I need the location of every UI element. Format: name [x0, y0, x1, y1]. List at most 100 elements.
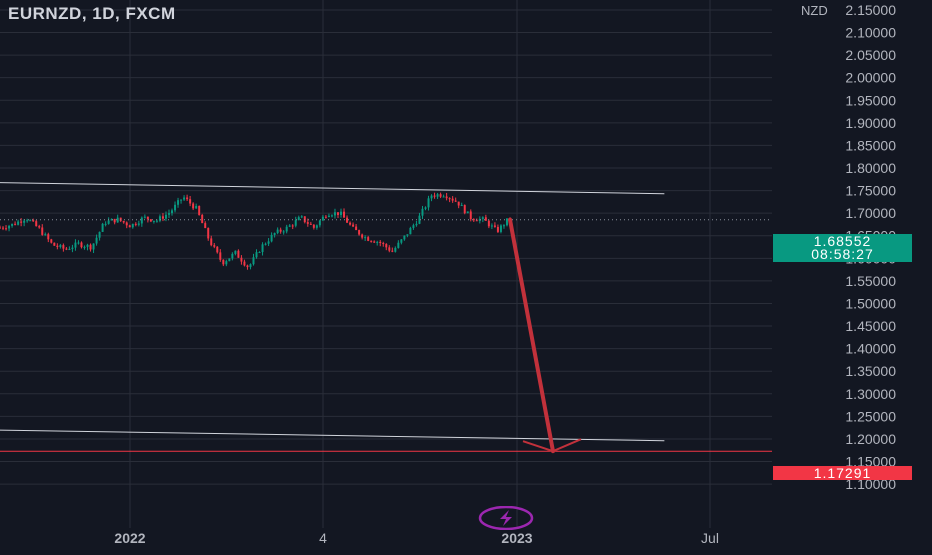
candle-body	[309, 223, 312, 225]
candle-body	[403, 235, 406, 240]
candle-body	[59, 245, 62, 247]
last-price-tag: 1.68552 08:58:27	[773, 234, 912, 262]
candle-body	[92, 243, 95, 250]
candle-body	[445, 196, 448, 199]
candle-body	[219, 252, 222, 260]
candle-body	[44, 234, 47, 236]
candle-body	[225, 261, 228, 265]
candle-body	[490, 225, 493, 227]
candle-body	[164, 214, 167, 219]
candle-body	[478, 218, 481, 221]
price-axis: 2.15000 2.10000 2.05000 2.00000 1.95000 1.900…	[845, 2, 896, 492]
candle-body	[210, 238, 213, 246]
candle-body	[421, 208, 424, 216]
price-tick-label: 1.25000	[845, 408, 896, 424]
candle-body	[487, 220, 490, 227]
candle-body	[5, 228, 8, 230]
candles	[0, 192, 511, 270]
candle-body	[174, 204, 177, 211]
candle-body	[361, 234, 364, 238]
candle-body	[140, 217, 143, 224]
time-tick-label: 4	[319, 530, 327, 546]
lightning-bolt-icon[interactable]	[478, 505, 534, 531]
price-tick-label: 2.15000	[845, 2, 896, 18]
candle-body	[330, 215, 333, 217]
candle-body	[86, 244, 89, 247]
candle-body	[17, 221, 20, 225]
candle-body	[321, 216, 324, 221]
candle-body	[255, 252, 258, 258]
candle-body	[231, 253, 234, 259]
candle-body	[38, 226, 41, 228]
candle-body	[116, 217, 119, 223]
candle-body	[20, 221, 23, 223]
candle-body	[499, 225, 502, 232]
candle-body	[155, 220, 158, 222]
candle-body	[0, 227, 1, 229]
time-tick-label: 2022	[114, 530, 145, 546]
price-tick-label: 2.10000	[845, 25, 896, 41]
candle-body	[409, 227, 412, 235]
time-axis: 2022 4 2023 Jul	[114, 530, 719, 546]
candle-body	[113, 218, 116, 223]
candle-body	[373, 241, 376, 243]
price-tick-label: 1.35000	[845, 363, 896, 379]
candle-body	[26, 220, 29, 222]
candle-body	[107, 220, 110, 224]
candle-body	[53, 242, 56, 246]
candle-body	[364, 237, 367, 239]
candle-body	[213, 245, 216, 247]
candle-body	[457, 201, 460, 206]
candle-body	[418, 215, 421, 224]
candle-body	[367, 237, 370, 241]
candle-body	[252, 257, 255, 265]
candle-body	[134, 223, 137, 225]
candle-body	[183, 197, 186, 200]
candle-body	[192, 203, 195, 209]
candle-body	[469, 211, 472, 220]
candle-body	[47, 234, 50, 240]
candle-body	[454, 200, 457, 202]
candle-body	[346, 217, 349, 223]
candle-body	[204, 223, 207, 229]
candle-body	[77, 242, 80, 244]
bar-countdown: 08:58:27	[811, 246, 874, 262]
candle-body	[343, 211, 346, 218]
candle-body	[333, 212, 336, 216]
price-tick-label: 1.20000	[845, 431, 896, 447]
projection-arrow-shaft	[508, 217, 555, 454]
candle-body	[376, 241, 379, 243]
candle-body	[451, 198, 454, 201]
candle-body	[122, 220, 125, 223]
axis-currency-label: NZD	[801, 3, 828, 18]
candle-body	[167, 213, 170, 215]
candle-body	[65, 248, 68, 250]
candle-body	[11, 223, 14, 226]
candle-body	[240, 257, 243, 262]
candle-body	[246, 265, 249, 268]
symbol-title[interactable]: EURNZD, 1D, FXCM	[8, 4, 176, 23]
candle-body	[276, 229, 279, 234]
candle-body	[128, 225, 131, 228]
candle-body	[131, 223, 134, 228]
candle-body	[32, 220, 35, 222]
candle-body	[74, 242, 77, 248]
candle-body	[475, 220, 478, 222]
candle-body	[406, 234, 409, 236]
candle-body	[95, 237, 98, 244]
candle-body	[216, 246, 219, 253]
candle-body	[415, 223, 418, 226]
candle-body	[460, 205, 463, 207]
candle-body	[137, 223, 140, 225]
candle-body	[484, 217, 487, 221]
candle-body	[300, 216, 303, 218]
candle-body	[285, 226, 288, 232]
candle-body	[98, 231, 101, 238]
price-tick-label: 1.15000	[845, 454, 896, 470]
price-tick-label: 1.55000	[845, 273, 896, 289]
candle-body	[161, 216, 164, 219]
candle-body	[433, 195, 436, 197]
candle-body	[14, 223, 17, 225]
